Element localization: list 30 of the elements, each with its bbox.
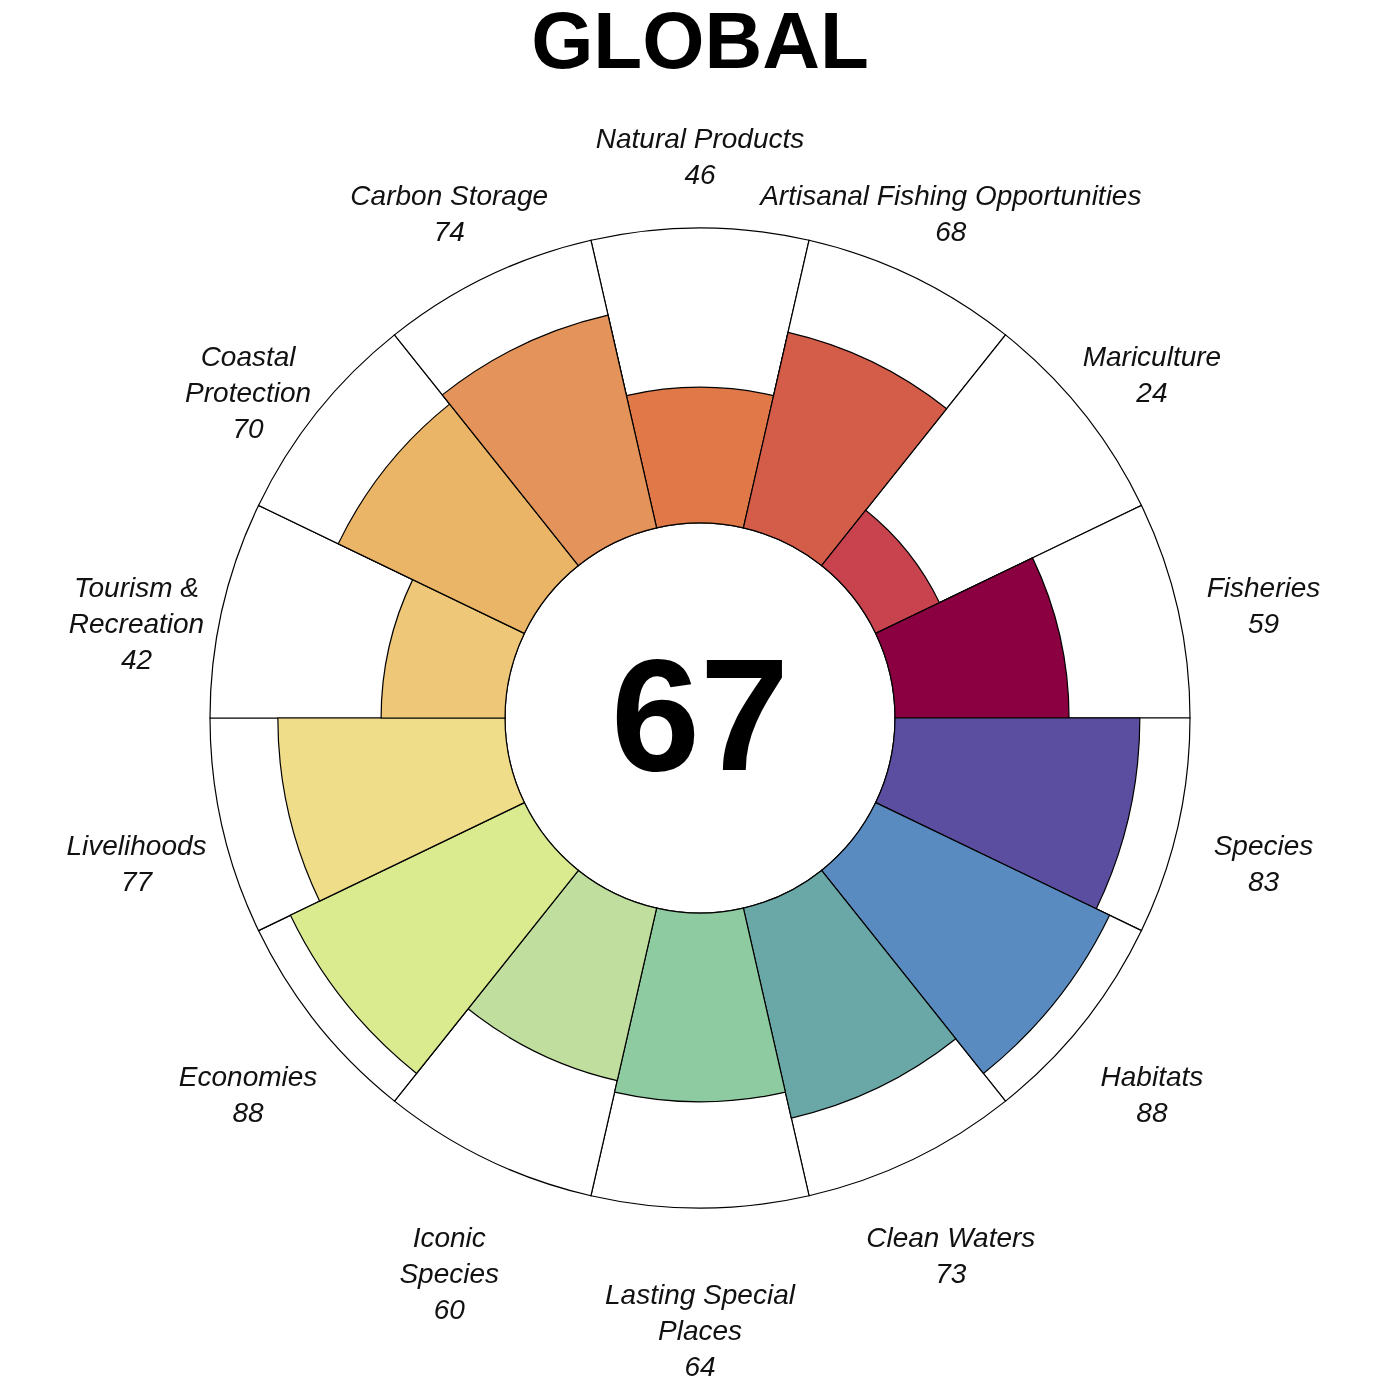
category-label: Lasting Special Places [605, 1279, 796, 1346]
data-label: 59 [1247, 608, 1280, 640]
category-label: Natural Products [595, 123, 805, 154]
data-label: 88 [1136, 1097, 1168, 1129]
category-label: Clean Waters [866, 1221, 1036, 1253]
category-label: Economies [178, 1061, 318, 1093]
data-label: 83 [1247, 865, 1280, 897]
data-label: 24 [1135, 376, 1168, 408]
data-label: 74 [433, 216, 465, 248]
category-label: Artisanal Fishing Opportunities [758, 180, 1142, 212]
data-label: 73 [935, 1257, 967, 1289]
data-label: 42 [120, 644, 153, 676]
category-label: Species [1213, 829, 1314, 861]
data-label: 68 [935, 216, 967, 248]
text: GLOBAL [531, 0, 869, 85]
category-label: Mariculture [1082, 340, 1222, 372]
data-label: 64 [684, 1351, 716, 1382]
data-label: 46 [684, 159, 716, 190]
category-label: Iconic Species [399, 1221, 500, 1289]
category-label: Habitats [1100, 1061, 1204, 1093]
data-label: 70 [232, 412, 265, 444]
data-label: 77 [120, 865, 154, 897]
category-label: Livelihoods [66, 829, 207, 861]
data-label: 60 [433, 1293, 466, 1325]
category-label: Tourism & Recreation [68, 572, 205, 640]
category-label: Coastal Protection [185, 340, 312, 408]
data-label: 88 [232, 1097, 265, 1129]
category-label: Fisheries [1206, 572, 1321, 604]
category-label: Carbon Storage [350, 180, 549, 212]
text: 67 [611, 625, 789, 804]
